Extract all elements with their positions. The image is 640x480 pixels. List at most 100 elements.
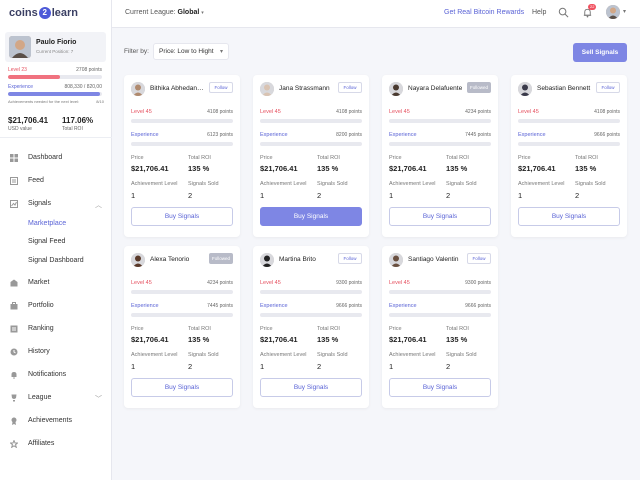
experience-points: 7445 points [465,132,491,138]
profile-avatar [9,36,31,58]
trader-name[interactable]: Nayara Delafuente [408,85,463,92]
sidebar-item-affiliates[interactable]: Affiliates [0,438,112,452]
level-bar [389,119,491,123]
chevron-up-icon: ︿ [95,202,102,209]
achievement-label: Achievement Level [389,181,436,187]
follow-button[interactable]: Follow [467,253,491,264]
signal-card: Martina Brito Follow Level 45 9300 points Ex… [253,246,369,408]
sidebar-item-portfolio[interactable]: Portfolio [0,300,112,314]
signals-sold-label: Signals Sold [446,181,477,187]
help-link[interactable]: Help [532,9,547,16]
trader-avatar[interactable] [389,253,403,267]
signals-sold-label: Signals Sold [317,352,348,358]
sidebar-item-signals[interactable]: Signals ︿ [0,198,112,212]
buy-signals-button[interactable]: Buy Signals [131,207,233,226]
achievement-label: Achievement Level [131,352,178,358]
buy-signals-button[interactable]: Buy Signals [131,378,233,397]
price-value: $21,706.41 [131,164,169,173]
experience-bar [260,313,362,317]
sidebar-item-history[interactable]: History [0,346,112,360]
user-avatar[interactable] [606,5,620,19]
logo-text-right: learn [51,7,79,19]
roi-value: 135 % [575,164,597,173]
logo-text-left: coins [9,7,38,19]
level-points: 4234 points [465,109,491,115]
trader-avatar[interactable] [518,82,532,96]
sidebar-item-feed[interactable]: Feed [0,175,112,189]
signals-sold-label: Signals Sold [188,352,219,358]
sidebar-item-label: Signals [28,200,51,207]
affiliates-icon [10,440,18,448]
buy-signals-button[interactable]: Buy Signals [260,207,362,226]
profile-card[interactable]: Paulo Fiorio Current Position: 7 [5,32,106,62]
sidebar-exp-bar [8,92,102,96]
buy-signals-button[interactable]: Buy Signals [518,207,620,226]
trader-avatar[interactable] [131,253,145,267]
trader-name[interactable]: Alexa Tenorio [150,256,190,263]
signals-sold-label: Signals Sold [446,352,477,358]
achievement-note: Achievements needed for the next level: … [8,99,104,104]
sidebar-item-dashboard[interactable]: Dashboard [0,152,112,166]
roi-value: 135 % [317,335,339,344]
sell-signals-button[interactable]: Sell Signals [573,43,627,62]
league-value: Global [177,9,200,16]
achievement-label: Achievement Level [260,352,307,358]
sidebar-item-label: History [28,348,50,355]
follow-button[interactable]: Followed [467,82,491,93]
trader-name[interactable]: Bithika Abhedananda [150,85,206,92]
logo-coin-icon: 2 [38,7,51,19]
sidebar-item-market[interactable]: Market [0,277,112,291]
trader-avatar[interactable] [389,82,403,96]
level-bar [518,119,620,123]
trader-avatar[interactable] [131,82,145,96]
follow-button[interactable]: Follow [596,82,620,93]
sidebar-item-label: Portfolio [28,302,54,309]
sidebar-item-label: League [28,394,52,401]
sidebar-item-league[interactable]: League ﹀ [0,392,112,406]
follow-button[interactable]: Follow [338,82,362,93]
sidebar-item-notifications[interactable]: Notifications [0,369,112,383]
sidebar-item-achievements[interactable]: Achievements [0,415,112,429]
league-selector[interactable]: Current League: Global ▾ [125,9,204,16]
sidebar-subitem-signal-dashboard[interactable]: Signal Dashboard [28,257,84,264]
trader-name[interactable]: Martina Brito [279,256,316,263]
app-logo[interactable]: coins 2 learn [9,7,78,19]
sidebar-subitem-signal-feed[interactable]: Signal Feed [28,238,66,245]
signals-sold-label: Signals Sold [188,181,219,187]
sidebar-subitem-marketplace[interactable]: Marketplace [28,220,67,227]
search-icon[interactable] [558,7,569,18]
follow-button[interactable]: Follow [338,253,362,264]
achievement-note-text: Achievements needed for the next level: [8,99,80,104]
sidebar-item-label: Feed [28,177,44,184]
league-icon [11,394,17,402]
top-bar: Current League: Global ▾ Get Real Bitcoi… [112,0,640,28]
user-menu-chevron-icon[interactable]: ▾ [623,9,627,15]
sidebar-item-ranking[interactable]: Ranking [0,323,112,337]
trader-name[interactable]: Jana Strassmann [279,85,330,92]
trader-name[interactable]: Sebastian Bennett [537,85,591,92]
signals-sold-value: 2 [317,362,322,371]
level-points: 4108 points [207,109,233,115]
buy-signals-button[interactable]: Buy Signals [260,378,362,397]
buy-signals-button[interactable]: Buy Signals [389,378,491,397]
signal-card: Bithika Abhedananda Follow Level 45 4108 po… [124,75,240,237]
portfolio-icon [10,302,18,310]
trader-name[interactable]: Santiago Valentin [408,256,459,263]
achievement-value: 1 [260,362,265,371]
roi-label: Total ROI [446,155,469,161]
roi-label: Total ROI [188,326,211,332]
experience-points: 9666 points [336,303,362,309]
level-label: Level 45 [260,280,281,286]
follow-button[interactable]: Follow [209,82,233,93]
trader-avatar[interactable] [260,253,274,267]
signals-sold-value: 2 [188,191,193,200]
experience-points: 7445 points [207,303,233,309]
bell-icon[interactable] [582,7,593,18]
price-label: Price [518,155,531,161]
achievement-value: 1 [389,191,394,200]
trader-avatar[interactable] [260,82,274,96]
sort-dropdown[interactable]: Price: Low to Hight ▾ [153,43,229,60]
follow-button[interactable]: Followed [209,253,233,264]
bitcoin-rewards-link[interactable]: Get Real Bitcoin Rewards [444,9,525,16]
buy-signals-button[interactable]: Buy Signals [389,207,491,226]
